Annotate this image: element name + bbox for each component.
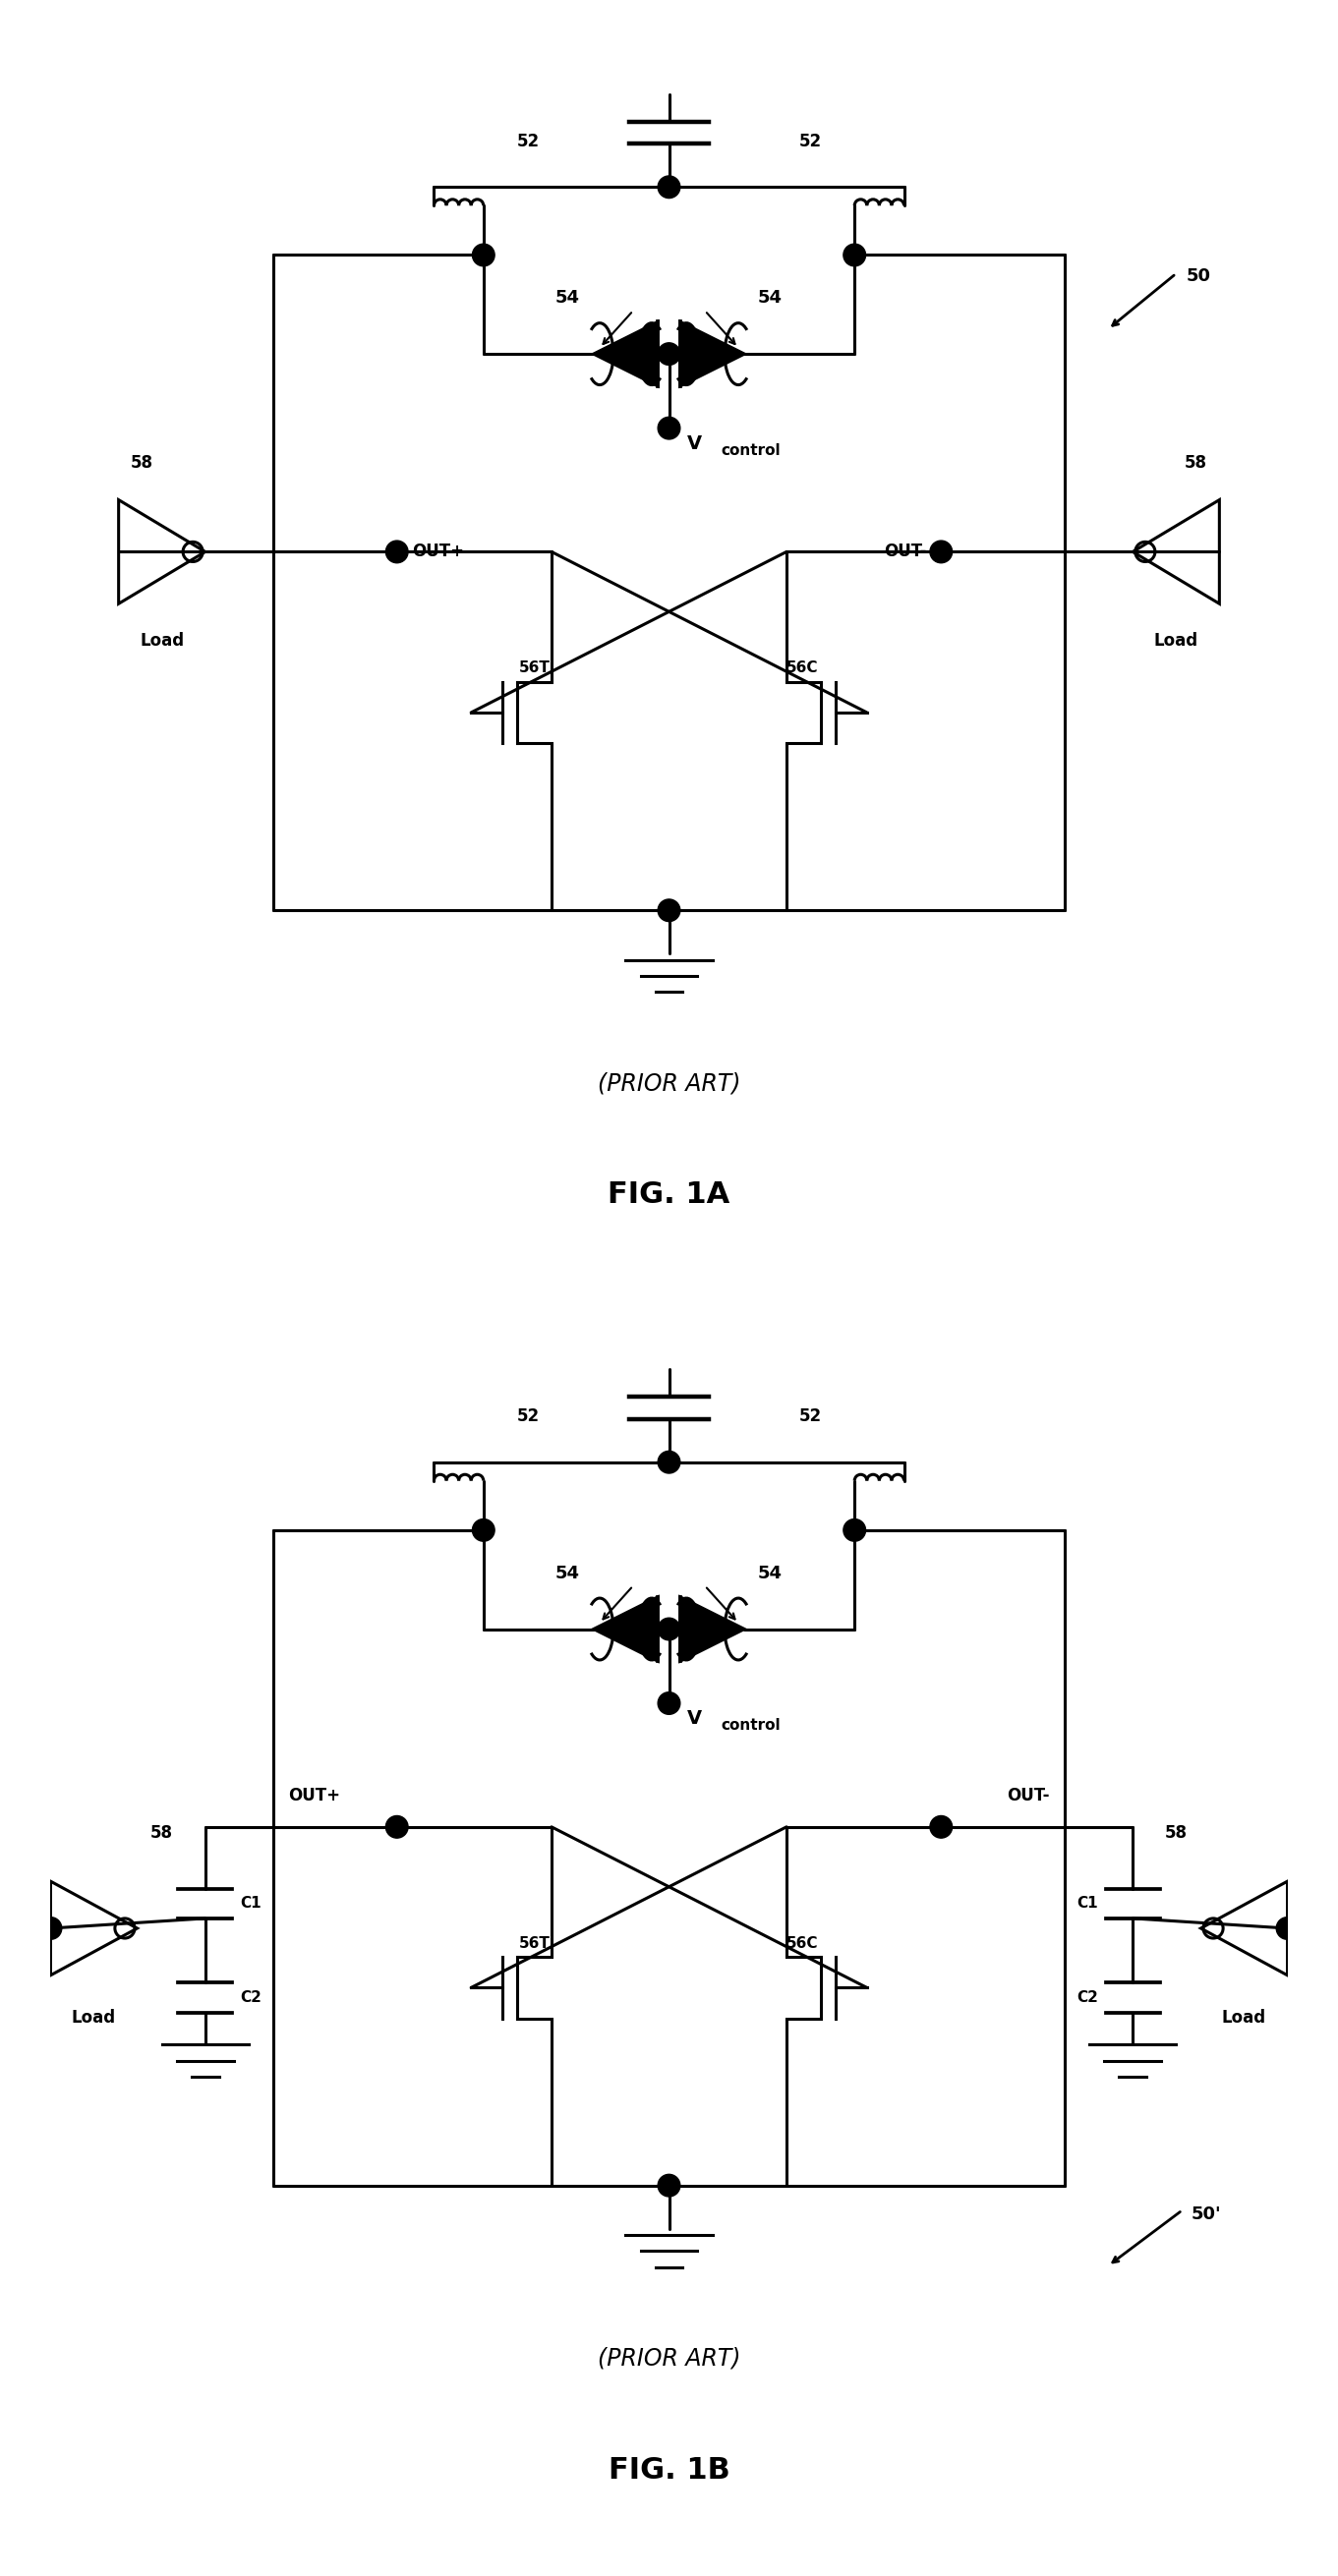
Circle shape xyxy=(658,343,680,366)
Text: $\mathbf{V}$: $\mathbf{V}$ xyxy=(686,435,702,453)
Text: OUT+: OUT+ xyxy=(412,544,464,562)
Text: 58: 58 xyxy=(1184,453,1207,471)
Text: OUT+: OUT+ xyxy=(288,1788,340,1806)
Circle shape xyxy=(843,1520,866,1540)
Circle shape xyxy=(1276,1917,1299,1940)
Circle shape xyxy=(472,245,495,265)
Text: 54: 54 xyxy=(759,1564,783,1582)
Text: 50: 50 xyxy=(1185,268,1211,286)
Text: control: control xyxy=(721,1718,780,1734)
Polygon shape xyxy=(594,322,658,386)
Circle shape xyxy=(658,175,680,198)
Text: OUT-: OUT- xyxy=(1008,1788,1050,1806)
Text: Load: Load xyxy=(1153,631,1199,649)
Circle shape xyxy=(658,2174,680,2197)
Text: 54: 54 xyxy=(759,289,783,307)
Text: FIG. 1B: FIG. 1B xyxy=(609,2455,729,2483)
Text: $\mathbf{V}$: $\mathbf{V}$ xyxy=(686,1710,702,1728)
Text: Load: Load xyxy=(72,2009,116,2027)
Text: C1: C1 xyxy=(1077,1896,1098,1911)
Polygon shape xyxy=(680,1597,744,1662)
Polygon shape xyxy=(680,322,744,386)
Text: Load: Load xyxy=(139,631,185,649)
Text: 56T: 56T xyxy=(519,1935,551,1950)
Text: 52: 52 xyxy=(516,131,539,149)
Circle shape xyxy=(843,245,866,265)
Circle shape xyxy=(658,1618,680,1641)
Text: C2: C2 xyxy=(1077,1991,1098,2004)
Text: OUT-: OUT- xyxy=(883,544,926,562)
Text: C1: C1 xyxy=(240,1896,261,1911)
Circle shape xyxy=(658,1450,680,1473)
Text: 50': 50' xyxy=(1191,2205,1222,2223)
Circle shape xyxy=(930,1816,953,1839)
Text: 52: 52 xyxy=(799,131,822,149)
Circle shape xyxy=(385,1816,408,1839)
Text: 56C: 56C xyxy=(787,659,819,675)
Text: control: control xyxy=(721,443,780,459)
Text: Load: Load xyxy=(1222,2009,1266,2027)
Text: 58: 58 xyxy=(151,1824,173,1842)
Text: 56C: 56C xyxy=(787,1935,819,1950)
Polygon shape xyxy=(594,1597,658,1662)
Text: 58: 58 xyxy=(1165,1824,1187,1842)
Text: 54: 54 xyxy=(555,1564,579,1582)
Text: 52: 52 xyxy=(799,1406,822,1425)
Circle shape xyxy=(658,899,680,922)
Text: (PRIOR ART): (PRIOR ART) xyxy=(598,2347,740,2370)
Circle shape xyxy=(658,1692,680,1716)
Circle shape xyxy=(385,541,408,564)
Text: 54: 54 xyxy=(555,289,579,307)
Text: C2: C2 xyxy=(240,1991,261,2004)
Circle shape xyxy=(472,1520,495,1540)
Circle shape xyxy=(39,1917,62,1940)
Text: 58: 58 xyxy=(131,453,154,471)
Circle shape xyxy=(658,417,680,440)
Text: FIG. 1A: FIG. 1A xyxy=(607,1180,731,1208)
Text: 52: 52 xyxy=(516,1406,539,1425)
Text: 56T: 56T xyxy=(519,659,551,675)
Circle shape xyxy=(930,541,953,564)
Text: (PRIOR ART): (PRIOR ART) xyxy=(598,1072,740,1095)
